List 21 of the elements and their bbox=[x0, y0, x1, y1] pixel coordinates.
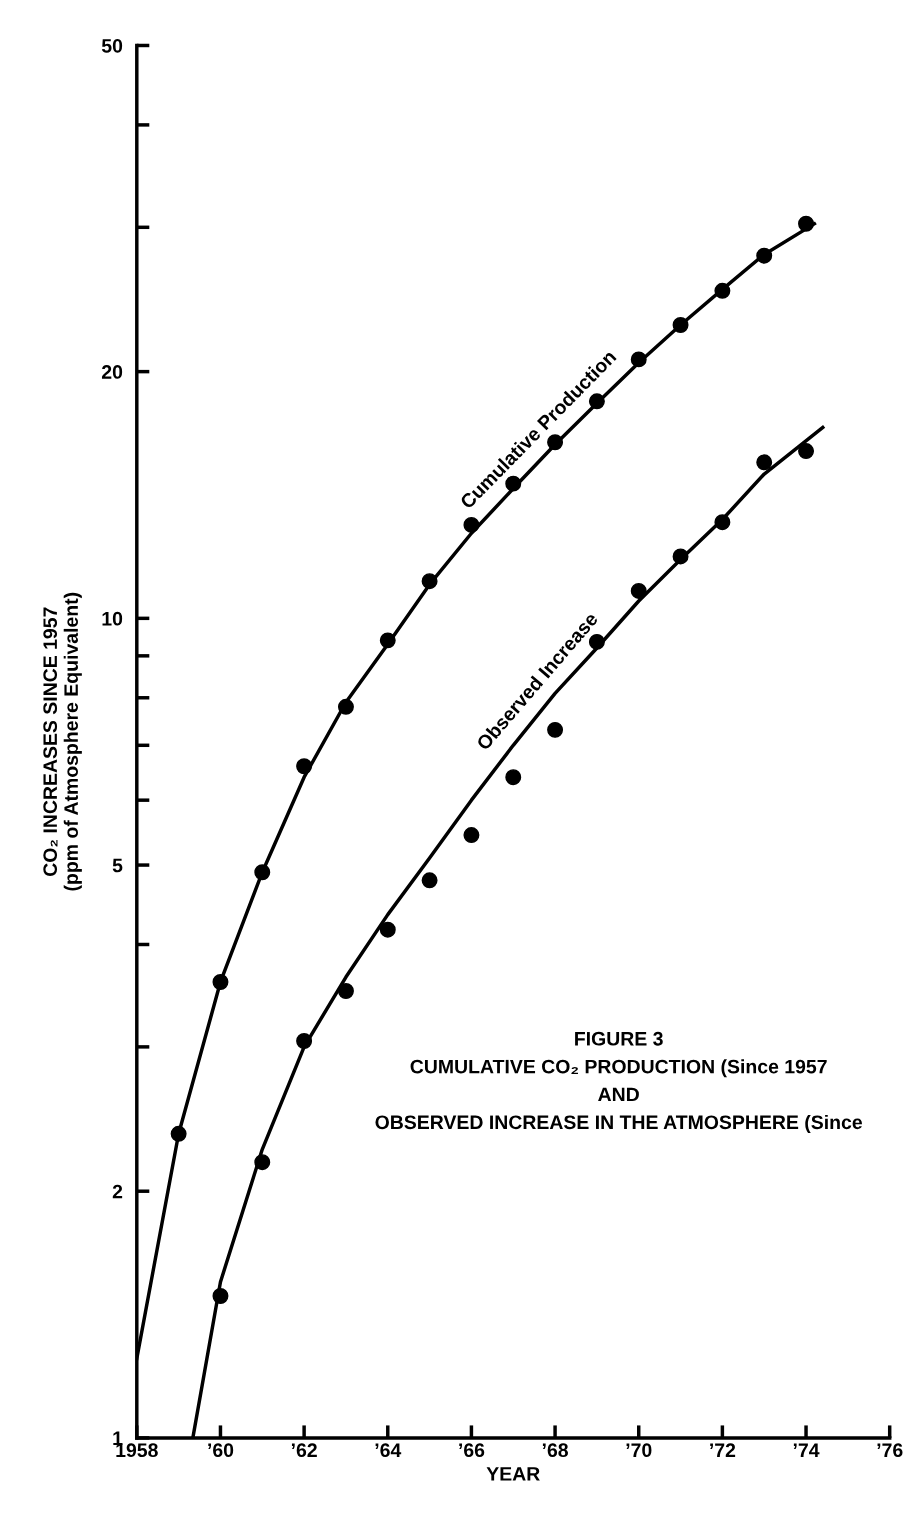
y-tick-label: 2 bbox=[112, 1184, 123, 1199]
x-tick-label: ’68 bbox=[542, 1443, 568, 1458]
x-axis-title: YEAR bbox=[486, 1467, 540, 1481]
y-tick-label: 10 bbox=[102, 611, 123, 626]
x-tick-label: ’76 bbox=[877, 1443, 903, 1458]
y-tick-label: 20 bbox=[101, 365, 123, 379]
x-tick-label: 1958 bbox=[116, 1443, 158, 1458]
x-tick-label: ’64 bbox=[375, 1443, 402, 1458]
annotation: CUMULATIVE CO₂ PRODUCTION (Since 1957 bbox=[410, 1059, 827, 1078]
x-tick-label: ’62 bbox=[291, 1443, 317, 1458]
x-tick-label: ’72 bbox=[710, 1443, 736, 1457]
x-tick-label: ’60 bbox=[208, 1443, 234, 1458]
x-tick-label: ’70 bbox=[626, 1443, 652, 1458]
annotation: OBSERVED INCREASE IN THE ATMOSPHERE (Since bbox=[375, 1114, 862, 1133]
annotation: FIGURE 3 bbox=[575, 1031, 663, 1046]
y-axis-title: CO₂ INCREASES SINCE 1957 (ppm of Atmosphere Equivalent) bbox=[43, 592, 82, 891]
x-tick-label: ’74 bbox=[793, 1443, 820, 1457]
annotation: AND bbox=[598, 1087, 639, 1102]
y-tick-label: 5 bbox=[112, 858, 123, 873]
y-tick-label: 50 bbox=[101, 38, 123, 53]
x-tick-label: ’66 bbox=[459, 1443, 485, 1458]
